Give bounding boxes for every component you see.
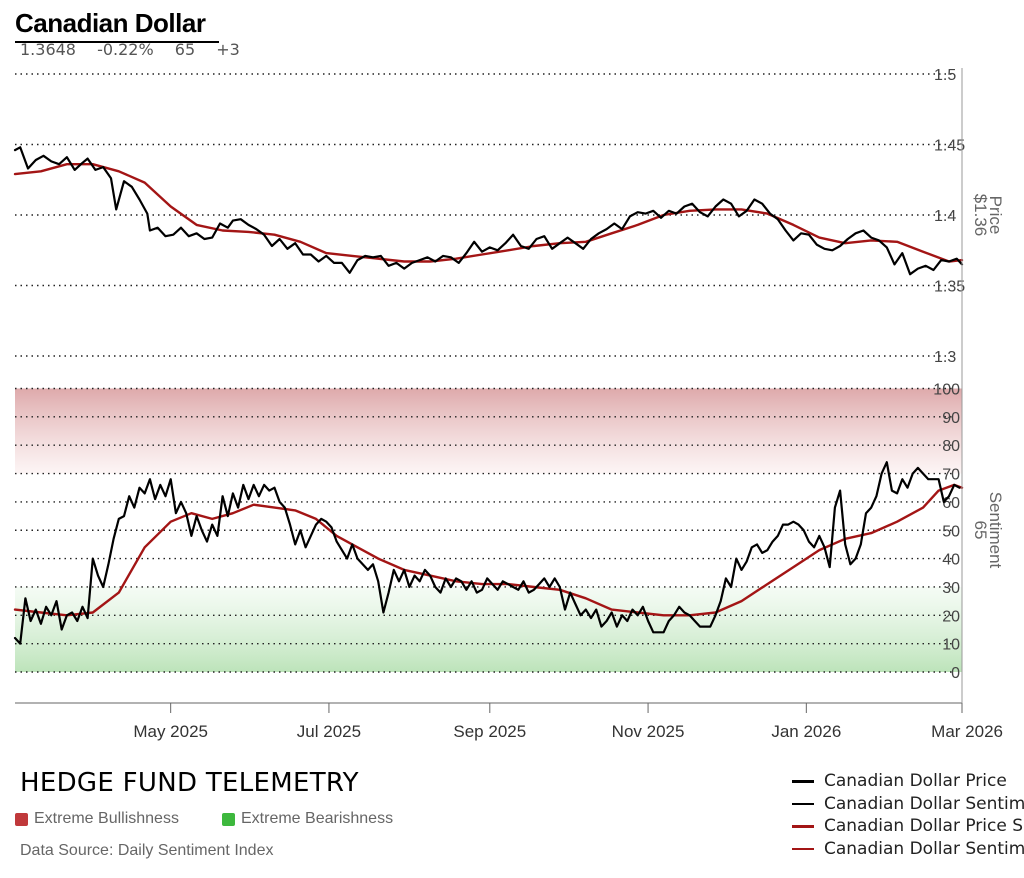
bearish-band [15, 586, 962, 672]
legend-item-label: Canadian Dollar Sentiment [824, 793, 1024, 814]
sentiment-tick-label: 20 [942, 608, 960, 625]
brand-label: HEDGE FUND TELEMETRY [20, 768, 359, 798]
sentiment-tick-label: 10 [942, 637, 960, 654]
x-tick-label: Jul 2025 [297, 722, 361, 741]
bullish-swatch [15, 812, 28, 826]
legend-item[interactable]: Canadian Dollar Sentiment [792, 793, 1024, 816]
sentiment-line [13, 461, 961, 645]
bullish-label: Extreme Bullishness [34, 810, 179, 827]
title-underline [15, 41, 219, 43]
price-axis-label: Price [986, 196, 1005, 235]
legend-item[interactable]: Canadian Dollar Price [792, 770, 1024, 793]
x-tick-label: Nov 2025 [612, 722, 685, 741]
legend-item[interactable]: Canadian Dollar Sentiment SMA [792, 838, 1024, 861]
price-line [13, 146, 964, 276]
sentiment-tick-label: 0 [951, 665, 960, 682]
sentiment-tick-label: 70 [942, 467, 960, 484]
bullish-band [15, 388, 962, 474]
price-tick-label: 1.5 [934, 67, 956, 84]
legend-bullish: Extreme Bullishness [15, 810, 179, 828]
chart-canvas: 1.51.451.41.351.31009080706050403020100 … [13, 67, 1005, 741]
current-price: 1.3648 [20, 40, 76, 59]
sentiment-tick-label: 100 [933, 382, 960, 399]
sentiment-last-value: 65 [971, 521, 990, 540]
legend-item-label: Canadian Dollar Sentiment SMA [824, 838, 1024, 859]
legend-line-swatch [792, 847, 814, 850]
legend-item-label: Canadian Dollar Price SMA [824, 816, 1024, 837]
price-tick-label: 1.4 [934, 208, 956, 225]
price-tick-label: 1.35 [934, 279, 965, 296]
legend-line-swatch [792, 825, 814, 828]
x-axis: May 2025 Jul 2025 Sep 2025 Nov 2025 Jan 2026… [15, 68, 1003, 741]
data-source: Data Source: Daily Sentiment Index [20, 842, 274, 859]
price-last-value: $1.36 [971, 194, 990, 237]
series-legend: Canadian Dollar Price Canadian Dollar Se… [792, 770, 1024, 860]
sentiment-tick-label: 40 [942, 552, 960, 569]
sentiment-change: +3 [216, 40, 240, 59]
price-tick-label: 1.3 [934, 349, 956, 366]
sentiment-sma-line [13, 483, 964, 617]
x-tick-label: Mar 2026 [931, 722, 1003, 741]
price-change: -0.22% [97, 40, 154, 59]
bearish-label: Extreme Bearishness [241, 810, 394, 827]
sentiment-tick-label: 90 [942, 410, 960, 427]
sentiment-tick-label: 30 [942, 580, 960, 597]
legend-line-swatch [792, 780, 814, 783]
sentiment-tick-label: 60 [942, 495, 960, 512]
legend-item[interactable]: Canadian Dollar Price SMA [792, 815, 1024, 838]
sentiment-tick-label: 50 [942, 523, 960, 540]
sentiment-tick-label: 80 [942, 438, 960, 455]
price-tick-label: 1.45 [934, 138, 965, 155]
legend-item-label: Canadian Dollar Price [824, 771, 1007, 792]
x-tick-label: Jan 2026 [771, 722, 841, 741]
sentiment-axis-label: Sentiment [986, 492, 1005, 569]
x-tick-label: Sep 2025 [453, 722, 526, 741]
legend-bearish: Extreme Bearishness [222, 810, 393, 828]
current-sentiment: 65 [174, 40, 196, 59]
series-lines [13, 146, 964, 645]
chart-title: Canadian Dollar [15, 8, 206, 38]
price-sma-line [13, 163, 964, 263]
sentiment-bands [15, 388, 962, 672]
bearish-swatch [222, 812, 235, 826]
header-stats: 1.3648 -0.22% 65 +3 [20, 40, 256, 59]
legend-line-swatch [792, 802, 814, 805]
x-tick-label: May 2025 [133, 722, 208, 741]
